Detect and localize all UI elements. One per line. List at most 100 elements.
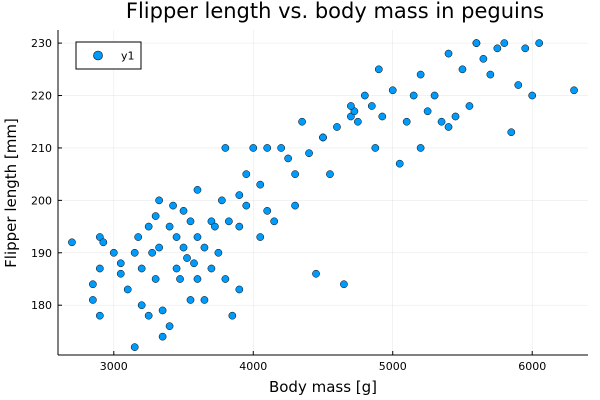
data-point [116,259,125,268]
data-point [130,343,139,351]
data-point [95,264,104,273]
data-points [68,39,578,351]
data-point [570,86,578,95]
data-point [479,54,488,63]
data-point [165,322,174,331]
data-point [312,269,320,278]
x-tick-label: 4000 [239,360,267,373]
data-point [333,123,341,131]
data-point [326,170,334,179]
x-axis-label: Body mass [g] [269,378,377,396]
data-point [99,238,108,247]
y-axis-ticks: 180 190 200 210 220 230 [31,37,62,312]
data-point [200,243,209,252]
data-point [388,86,397,95]
data-point [176,275,184,283]
data-point [183,254,191,262]
data-point [270,217,279,226]
x-gridlines [113,30,533,355]
data-point [193,275,202,283]
data-point [221,144,230,152]
y-tick-label: 220 [31,90,52,103]
data-point [395,159,404,168]
data-point [367,102,376,110]
y-tick-label: 230 [31,37,52,50]
data-point [89,280,97,289]
data-point [214,248,223,257]
data-point [284,154,292,163]
data-point [256,180,265,189]
data-point [298,117,306,126]
data-point [95,311,104,320]
data-point [134,233,143,241]
data-point [521,44,530,53]
y-axis-label: Flipper length [mm] [2,118,20,268]
data-point [507,128,516,137]
data-point [378,112,387,121]
data-point [277,144,286,152]
data-point [437,117,446,126]
x-tick-label: 3000 [100,360,128,373]
data-point [535,39,544,47]
data-point [242,170,251,179]
data-point [148,248,156,257]
legend-marker [93,50,103,61]
data-point [172,233,181,241]
data-point [458,65,467,74]
data-point [249,144,258,152]
data-point [123,285,132,294]
data-point [89,296,97,304]
data-point [451,112,460,121]
data-point [256,233,265,241]
data-point [165,222,174,231]
x-tick-label: 6000 [518,360,546,373]
data-point [416,70,425,79]
data-point [402,117,411,126]
data-point [151,275,160,283]
data-point [179,243,188,252]
data-point [116,269,125,278]
data-point [235,285,244,294]
data-point [186,217,195,226]
data-point [193,186,202,194]
data-point [158,332,167,341]
data-point [155,196,163,205]
data-point [472,39,481,47]
x-axis-ticks: 3000 4000 5000 6000 [100,351,546,373]
data-point [347,102,355,110]
data-point [144,222,153,231]
data-point [242,201,251,210]
y-tick-label: 210 [31,142,52,155]
data-point [109,248,118,257]
data-point [514,81,523,89]
data-point [137,301,146,310]
data-point [416,144,425,152]
data-point [371,144,380,152]
y-gridlines [58,42,588,306]
data-point [151,212,160,220]
data-point [291,201,299,210]
data-point [263,206,272,215]
chart-title: Flipper length vs. body mass in peguins [126,0,544,23]
data-point [190,259,198,268]
data-point [130,248,139,257]
legend-box [75,41,142,70]
data-point [305,149,313,158]
data-point [172,264,181,273]
data-point [144,311,153,320]
y-tick-label: 190 [31,247,52,260]
legend-label: y1 [121,50,135,63]
data-point [235,222,244,231]
data-point [486,70,495,79]
data-point [225,217,233,226]
data-point [155,243,163,252]
data-point [291,170,299,179]
y-tick-label: 200 [31,194,52,207]
data-point [319,133,327,142]
data-point [500,39,509,47]
data-point [409,91,418,100]
grid [58,30,588,355]
data-point [263,144,272,152]
data-point [169,201,177,210]
